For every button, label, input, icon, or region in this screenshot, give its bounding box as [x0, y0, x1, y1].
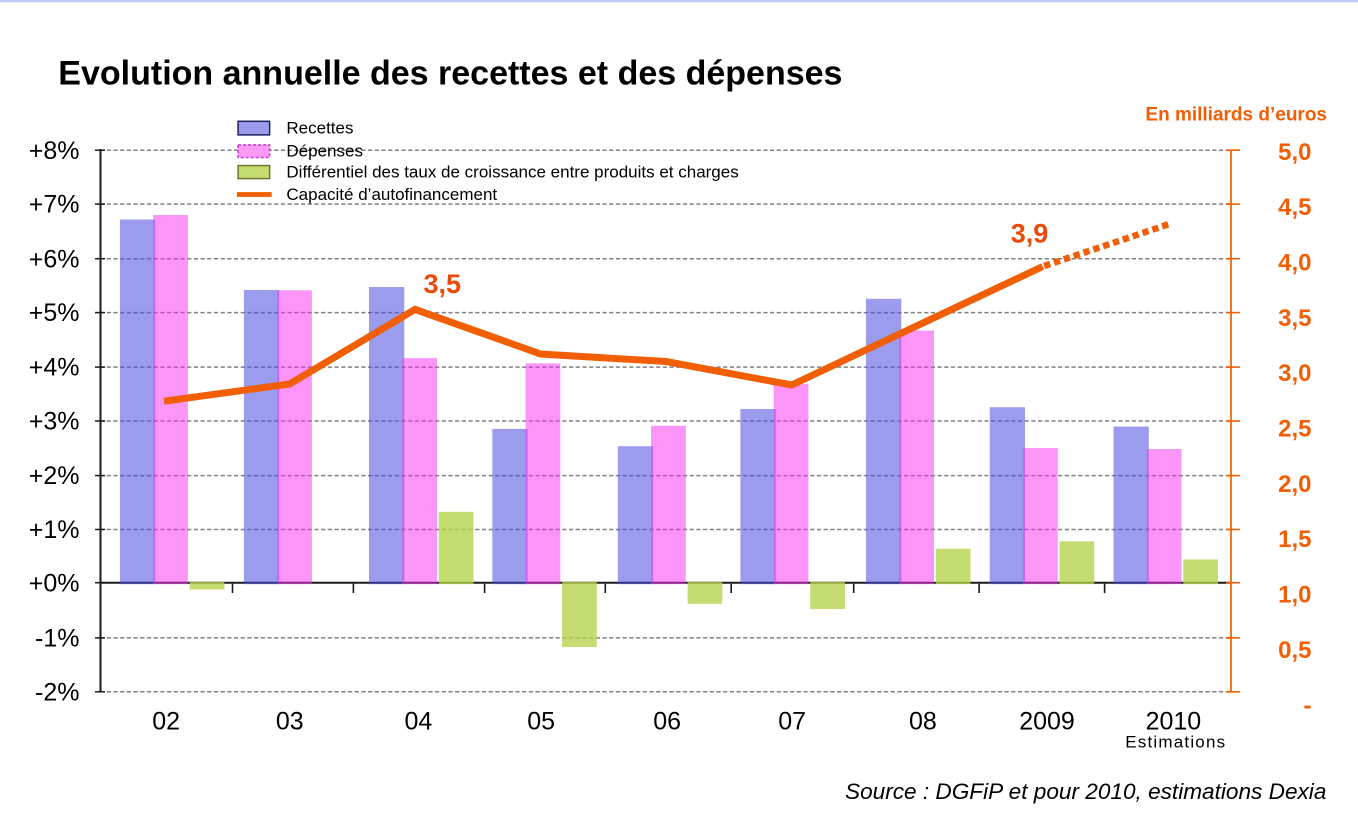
svg-text:5,0: 5,0 [1278, 139, 1311, 166]
svg-text:4,5: 4,5 [1278, 194, 1311, 221]
svg-text:-2%: -2% [35, 678, 79, 706]
svg-text:-1%: -1% [35, 625, 79, 653]
svg-text:Evolution annuelle des recette: Evolution annuelle des recettes et des d… [58, 55, 842, 93]
svg-text:07: 07 [778, 708, 806, 736]
svg-text:+2%: +2% [29, 462, 80, 490]
svg-text:02: 02 [152, 708, 180, 736]
svg-text:1,0: 1,0 [1278, 582, 1311, 609]
svg-text:2,0: 2,0 [1278, 471, 1311, 498]
svg-text:+4%: +4% [29, 354, 80, 382]
svg-text:Capacité d’autofinancement: Capacité d’autofinancement [286, 185, 497, 204]
svg-text:3,5: 3,5 [1278, 305, 1311, 332]
svg-text:1,5: 1,5 [1278, 526, 1311, 553]
svg-text:Différentiel des taux de crois: Différentiel des taux de croissance entr… [286, 162, 738, 181]
svg-text:+5%: +5% [29, 299, 80, 327]
svg-text:05: 05 [527, 708, 555, 736]
svg-text:Estimations: Estimations [1125, 733, 1226, 752]
svg-text:3,9: 3,9 [1011, 218, 1049, 248]
svg-text:Dépenses: Dépenses [286, 142, 363, 161]
svg-text:3,0: 3,0 [1278, 360, 1311, 387]
svg-text:04: 04 [404, 708, 432, 736]
svg-text:+1%: +1% [29, 516, 80, 544]
svg-text:Recettes: Recettes [286, 119, 353, 138]
svg-text:+7%: +7% [29, 191, 80, 219]
svg-text:08: 08 [909, 708, 937, 736]
svg-text:+8%: +8% [29, 137, 80, 165]
svg-text:0,5: 0,5 [1278, 637, 1311, 664]
svg-text:4,0: 4,0 [1278, 250, 1311, 277]
svg-text:03: 03 [276, 708, 304, 736]
svg-text:+0%: +0% [29, 569, 80, 597]
svg-text:En milliards d’euros: En milliards d’euros [1145, 105, 1327, 126]
svg-text:2009: 2009 [1019, 708, 1075, 736]
svg-text:2,5: 2,5 [1278, 416, 1311, 443]
svg-text:3,5: 3,5 [424, 269, 462, 299]
svg-text:2010: 2010 [1146, 708, 1202, 736]
svg-text:+3%: +3% [29, 408, 80, 436]
svg-text:-: - [1304, 692, 1312, 719]
svg-text:Source : DGFiP et pour 2010, e: Source : DGFiP et pour 2010, estimations… [845, 779, 1326, 804]
svg-text:+6%: +6% [29, 245, 80, 273]
svg-text:06: 06 [653, 708, 681, 736]
